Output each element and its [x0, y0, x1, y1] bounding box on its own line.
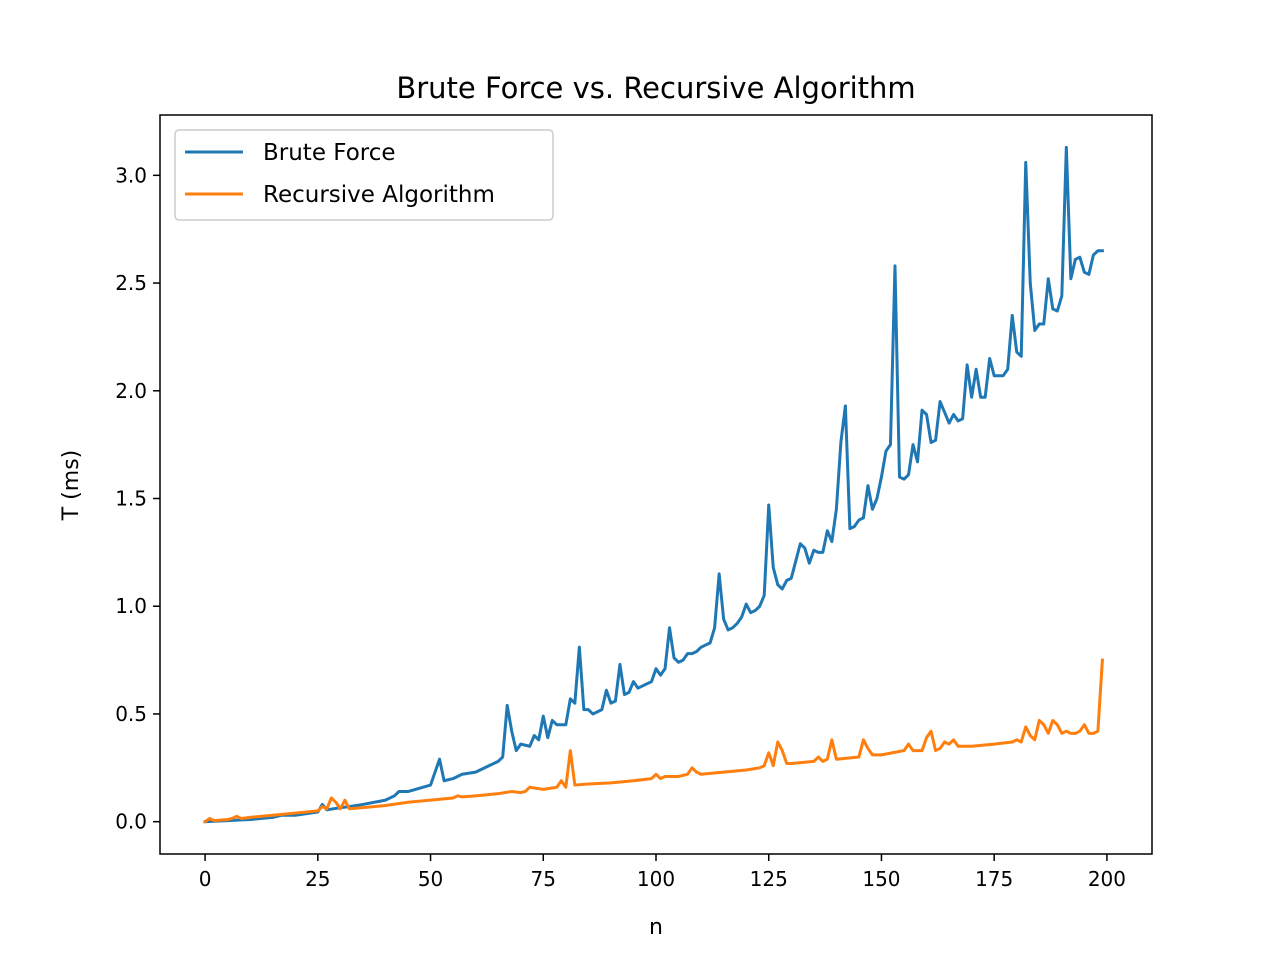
x-tick-label: 50 — [418, 867, 443, 891]
x-tick-label: 200 — [1088, 867, 1126, 891]
x-tick-label: 100 — [637, 867, 675, 891]
x-tick-label: 125 — [750, 867, 788, 891]
y-tick-label: 2.0 — [115, 379, 147, 403]
legend-label-recursive-algorithm: Recursive Algorithm — [263, 182, 495, 208]
x-tick-label: 175 — [975, 867, 1013, 891]
series-line-recursive-algorithm — [202, 658, 1104, 824]
plot-lines — [202, 145, 1104, 824]
y-axis-label: T (ms) — [59, 450, 84, 522]
y-tick-label: 0.5 — [115, 702, 147, 726]
y-tick-label: 2.5 — [115, 271, 147, 295]
x-tick-label: 0 — [199, 867, 212, 891]
x-tick-label: 25 — [305, 867, 330, 891]
y-tick-label: 1.5 — [115, 487, 147, 511]
legend-box — [174, 129, 554, 221]
x-tick-label: 150 — [862, 867, 900, 891]
y-tick-label: 1.0 — [115, 594, 147, 618]
series-line-brute-force — [203, 145, 1104, 824]
y-axis: 0.0 0.5 1.0 1.5 2.0 2.5 3.0 — [115, 163, 160, 834]
y-tick-label: 0.0 — [115, 810, 147, 834]
x-tick-label: 75 — [531, 867, 556, 891]
y-tick-label: 3.0 — [115, 163, 147, 187]
x-axis-label: n — [649, 915, 663, 940]
legend-label-brute-force: Brute Force — [263, 140, 396, 166]
legend: Brute Force Recursive Algorithm — [174, 129, 554, 221]
chart-title: Brute Force vs. Recursive Algorithm — [396, 71, 915, 105]
x-axis: 0 25 50 75 100 125 150 175 200 — [199, 854, 1126, 891]
